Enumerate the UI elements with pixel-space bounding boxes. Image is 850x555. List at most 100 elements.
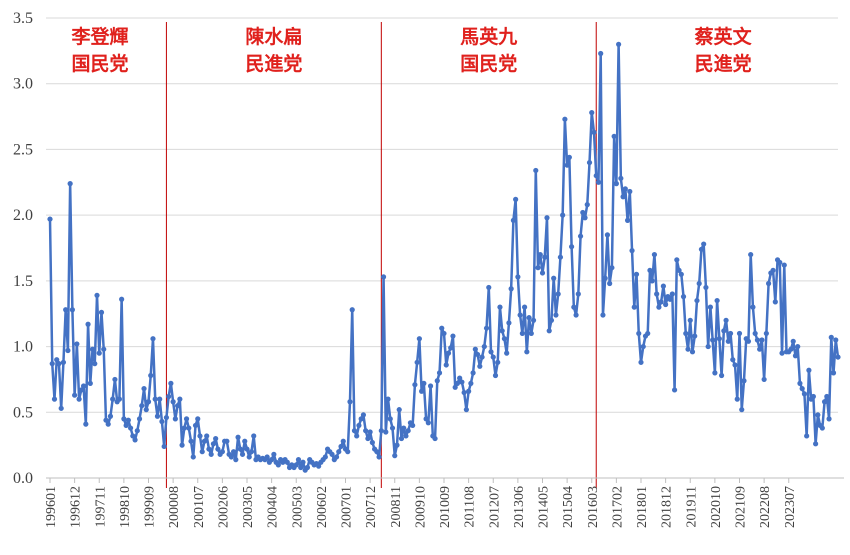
data-point [210, 441, 217, 447]
data-point [157, 396, 163, 402]
data-point [365, 435, 371, 442]
data-point [490, 354, 496, 360]
data-point [526, 315, 532, 321]
data-point [479, 354, 485, 360]
data-point [338, 443, 344, 450]
data-point [145, 399, 152, 405]
x-tick-label: 199601 [44, 486, 59, 528]
data-point [387, 416, 393, 422]
data-point [472, 346, 478, 352]
data-point [172, 416, 178, 422]
data-point [499, 328, 505, 334]
x-tick-label: 201108 [463, 486, 478, 527]
data-point [130, 433, 136, 439]
data-point [683, 330, 689, 337]
data-point [759, 337, 765, 343]
data-point [815, 412, 821, 418]
data-point [150, 336, 156, 342]
x-tick-label: 200811 [389, 486, 404, 527]
data-point [204, 433, 210, 439]
data-point [427, 383, 434, 389]
data-point [264, 454, 270, 460]
data-point [551, 275, 557, 281]
data-point [392, 453, 398, 459]
data-point [47, 216, 53, 222]
data-point [396, 407, 402, 413]
data-point [197, 433, 203, 439]
data-point [244, 446, 250, 452]
data-point [401, 425, 407, 431]
data-point [533, 167, 539, 174]
data-point [179, 442, 185, 448]
data-point [730, 357, 736, 363]
data-point [707, 304, 714, 310]
data-point [734, 396, 740, 402]
data-point [685, 346, 691, 352]
x-tick-label: 201009 [438, 486, 453, 528]
data-point [383, 429, 389, 435]
x-tick-label: 199909 [143, 486, 158, 528]
data-point [74, 341, 80, 347]
data-point [181, 425, 187, 431]
data-point [636, 330, 642, 337]
data-point [761, 376, 767, 383]
data-point [474, 351, 481, 358]
data-point [618, 175, 624, 181]
data-point [470, 370, 476, 376]
data-point [125, 417, 131, 423]
data-point [703, 284, 709, 291]
data-point [488, 349, 494, 355]
data-point [600, 312, 606, 318]
data-point [739, 407, 745, 413]
data-point [627, 188, 633, 195]
data-point [284, 459, 290, 465]
data-point [788, 346, 794, 352]
data-point [481, 343, 487, 350]
data-point [741, 378, 747, 384]
data-point [721, 328, 727, 334]
data-point [486, 284, 492, 291]
data-point [340, 438, 346, 444]
data-point [251, 433, 257, 439]
data-point [466, 388, 472, 394]
data-point [645, 330, 651, 337]
data-point [448, 345, 454, 351]
data-point [580, 209, 586, 216]
data-point [562, 116, 568, 122]
data-point [378, 428, 384, 434]
x-tick-label: 200404 [266, 486, 281, 528]
data-point [779, 350, 785, 356]
data-point [116, 396, 122, 402]
data-point [136, 416, 143, 422]
x-tick-label: 201306 [512, 486, 527, 528]
data-point [736, 330, 743, 337]
x-tick-label: 201603 [586, 486, 601, 528]
data-point [228, 454, 234, 460]
era-leader-name: 李登輝 [70, 25, 128, 48]
data-point [745, 338, 752, 344]
data-point [112, 376, 118, 383]
data-point [586, 159, 593, 166]
data-point [443, 362, 449, 368]
data-point [710, 337, 716, 343]
x-tick-label: 200910 [413, 486, 428, 528]
x-tick-label: 201207 [487, 486, 502, 528]
data-point [69, 307, 75, 313]
data-point [557, 254, 564, 260]
x-tick-label: 201911 [684, 486, 699, 527]
data-point [530, 317, 537, 323]
data-point [624, 217, 631, 223]
data-point [654, 291, 660, 297]
data-point [183, 416, 190, 422]
data-point [65, 347, 71, 354]
era-party-name: 民進党 [245, 52, 302, 75]
data-point [235, 434, 241, 440]
data-point [159, 418, 165, 425]
y-tick-label: 2.5 [13, 141, 33, 158]
data-point [188, 438, 194, 444]
data-point [463, 407, 469, 413]
series-line [48, 43, 840, 472]
data-point [224, 438, 230, 444]
data-point [548, 317, 555, 323]
data-point [380, 274, 387, 280]
